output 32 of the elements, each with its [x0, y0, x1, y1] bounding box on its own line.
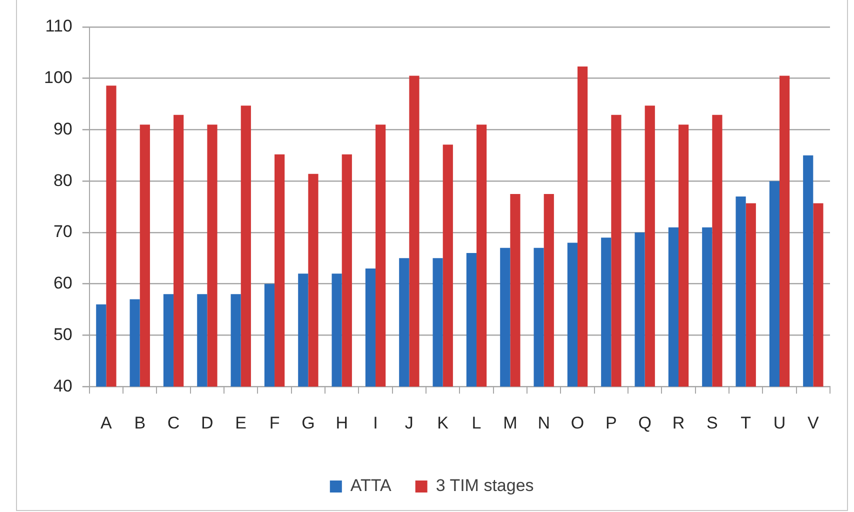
y-tick-label: 80 [53, 170, 72, 190]
x-tick-label: B [134, 413, 146, 432]
x-tick-label: F [269, 413, 280, 432]
x-tick-label: J [404, 413, 414, 432]
x-tick-label: P [606, 413, 617, 432]
legend-label: ATTA [350, 476, 392, 496]
x-tick-label: A [100, 413, 113, 432]
x-tick-label: M [503, 413, 518, 432]
x-tick-label: D [201, 413, 214, 432]
x-tick-label: L [472, 413, 482, 432]
x-tick-label: Q [638, 413, 652, 432]
x-tick-label: S [706, 413, 718, 432]
x-tick-label: G [302, 413, 315, 432]
x-tick-label: O [570, 413, 584, 432]
x-tick-label: H [336, 413, 348, 432]
y-tick-label: 40 [53, 376, 72, 396]
y-tick-label: 100 [44, 68, 72, 88]
y-tick-label: 90 [53, 119, 72, 138]
legend-label: 3 TIM stages [436, 476, 534, 496]
x-tick-label: U [773, 413, 786, 432]
y-tick-label: 50 [53, 324, 72, 344]
x-tick-label: I [373, 413, 378, 432]
x-tick-label: R [672, 413, 685, 432]
y-tick-label: 110 [45, 16, 72, 36]
x-tick-label: V [807, 413, 820, 432]
y-tick-label: 60 [53, 274, 72, 293]
x-tick-label: K [437, 413, 450, 432]
y-tick-label: 70 [53, 222, 72, 242]
x-tick-label: N [538, 413, 550, 432]
x-tick-label: E [235, 413, 247, 432]
x-tick-label: C [167, 413, 180, 432]
x-tick-label: T [740, 413, 752, 432]
